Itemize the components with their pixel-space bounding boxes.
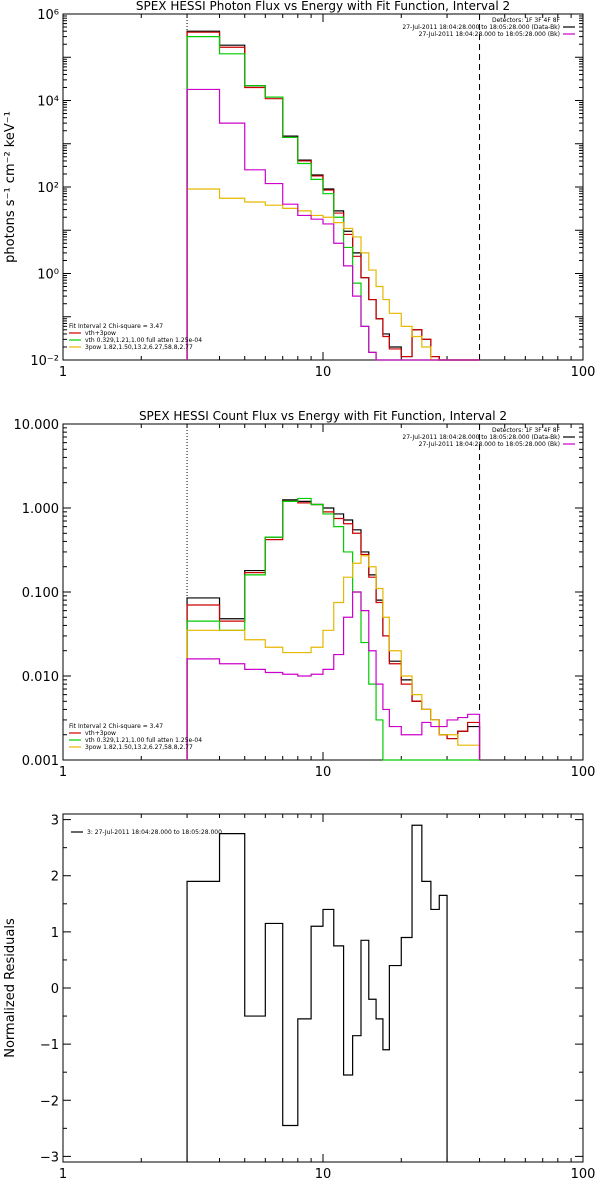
y-tick-label: 10⁰ xyxy=(37,268,59,283)
y-tick-label: 10⁴ xyxy=(37,95,59,110)
legend-entry: 27-Jul-2011 18:04:28.000 to 18:05:28.000… xyxy=(402,434,575,441)
legend-text: 27-Jul-2011 18:04:28.000 to 18:05:28.000… xyxy=(402,24,560,31)
legend-text: Detectors: 1F 3F 4F 8F xyxy=(492,427,561,434)
x-tick-label: 1 xyxy=(59,765,67,780)
y-axis-label: photons s⁻¹ cm⁻² keV⁻¹ xyxy=(3,111,18,263)
legend-entry: vth+3pow xyxy=(69,730,116,737)
plot-frame xyxy=(62,423,584,761)
plot-frame xyxy=(62,813,584,1163)
legend-text: vth+3pow xyxy=(85,730,116,737)
series-line-5 xyxy=(186,591,481,760)
legend-entry: Detectors: 1F 3F 4F 8F xyxy=(492,427,561,434)
y-tick-label: 0.100 xyxy=(22,586,59,601)
y-tick-label: 0 xyxy=(51,982,59,997)
y-tick-label: −3 xyxy=(40,1150,59,1165)
legend-text: Fit Interval 2 Chi-square = 3.47 xyxy=(69,723,163,730)
legend-entry: Fit Interval 2 Chi-square = 3.47 xyxy=(69,323,163,330)
x-tick-label: 100 xyxy=(571,1167,596,1182)
series-line-4 xyxy=(186,188,480,361)
y-axis-label: Normalized Residuals xyxy=(3,918,18,1058)
chart-title: SPEX HESSI Photon Flux vs Energy with Fi… xyxy=(136,0,510,13)
y-tick-label: 10⁻² xyxy=(30,354,59,369)
legend-entry: Detectors: 1F 3F 4F 8F xyxy=(492,17,561,24)
x-tick-label: 10 xyxy=(315,365,332,380)
chart-panel-1: SPEX HESSI Photon Flux vs Energy with Fi… xyxy=(3,0,595,380)
legend-entry: 3pow 1.82,1.50,13.2,6.27,58.8,2.77 xyxy=(69,744,193,751)
legend-text: 3: 27-Jul-2011 18:04:28.000 to 18:05:28.… xyxy=(87,829,222,836)
chart-title: SPEX HESSI Count Flux vs Energy with Fit… xyxy=(139,409,507,423)
legend-entry: 3: 27-Jul-2011 18:04:28.000 to 18:05:28.… xyxy=(71,829,222,836)
legend-text: vth+3pow xyxy=(85,330,116,337)
legend-entry: Fit Interval 2 Chi-square = 3.47 xyxy=(69,723,163,730)
legend-text: 27-Jul-2011 18:04:28.000 to 18:05:28.000… xyxy=(419,441,560,448)
legend-entry: vth+3pow xyxy=(69,330,116,337)
y-tick-label: 3 xyxy=(51,814,59,829)
y-tick-label: 1.000 xyxy=(22,502,59,517)
legend-text: 27-Jul-2011 18:04:28.000 to 18:05:28.000… xyxy=(402,434,560,441)
legend-entry: 27-Jul-2011 18:04:28.000 to 18:05:28.000… xyxy=(402,24,575,31)
series-line-1 xyxy=(186,824,448,1162)
y-tick-label: 1 xyxy=(51,926,59,941)
legend-text: 27-Jul-2011 18:04:28.000 to 18:05:28.000… xyxy=(419,31,560,38)
y-tick-label: −2 xyxy=(40,1094,59,1109)
legend-entry: vth 0.329,1.21,1.00 full atten 1.25e-04 xyxy=(69,337,202,344)
legend-text: vth 0.329,1.21,1.00 full atten 1.25e-04 xyxy=(85,337,202,344)
chart-panel-2: SPEX HESSI Count Flux vs Energy with Fit… xyxy=(14,409,596,780)
y-tick-label: 10² xyxy=(37,181,59,196)
legend-entry: vth 0.329,1.21,1.00 full atten 1.25e-04 xyxy=(69,737,202,744)
x-tick-label: 100 xyxy=(571,765,596,780)
legend-entry: 3pow 1.82,1.50,13.2,6.27,58.8,2.77 xyxy=(69,344,193,351)
y-tick-label: 0.010 xyxy=(22,670,59,685)
y-tick-label: 0.001 xyxy=(22,754,59,769)
y-tick-label: 10⁶ xyxy=(37,8,59,23)
x-tick-label: 10 xyxy=(315,1167,332,1182)
series-line-3 xyxy=(186,497,480,761)
y-tick-label: 10.000 xyxy=(14,418,60,433)
y-tick-label: −1 xyxy=(40,1038,59,1053)
x-tick-label: 1 xyxy=(59,365,67,380)
y-tick-label: 2 xyxy=(51,870,59,885)
legend-entry: 27-Jul-2011 18:04:28.000 to 18:05:28.000… xyxy=(419,31,575,38)
series-line-5 xyxy=(186,88,480,361)
legend-text: 3pow 1.82,1.50,13.2,6.27,58.8,2.77 xyxy=(85,344,193,351)
legend-text: 3pow 1.82,1.50,13.2,6.27,58.8,2.77 xyxy=(85,744,193,751)
legend-entry: 27-Jul-2011 18:04:28.000 to 18:05:28.000… xyxy=(419,441,575,448)
legend-text: Detectors: 1F 3F 4F 8F xyxy=(492,17,561,24)
x-tick-label: 100 xyxy=(571,365,596,380)
legend-text: vth 0.329,1.21,1.00 full atten 1.25e-04 xyxy=(85,737,202,744)
x-tick-label: 1 xyxy=(59,1167,67,1182)
x-tick-label: 10 xyxy=(315,765,332,780)
series-line-2 xyxy=(186,31,480,361)
legend-text: Fit Interval 2 Chi-square = 3.47 xyxy=(69,323,163,330)
series-line-4 xyxy=(186,555,481,760)
